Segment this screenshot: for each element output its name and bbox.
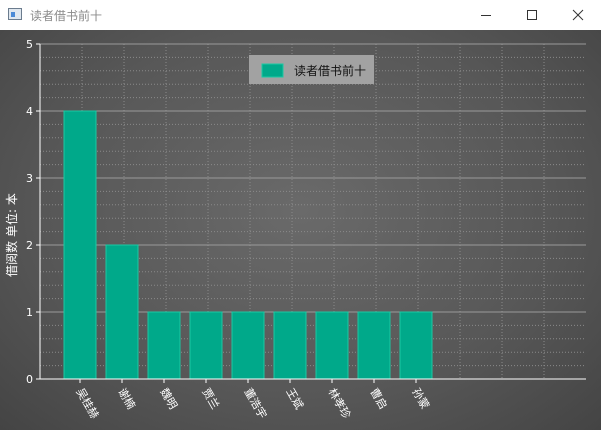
x-tick-label: 董浩宇	[241, 386, 269, 421]
bar[interactable]	[231, 311, 265, 380]
minimize-icon	[481, 15, 491, 16]
y-tick-label: 4	[26, 105, 33, 118]
maximize-button[interactable]	[509, 0, 555, 30]
bar[interactable]	[105, 244, 139, 380]
x-axis-labels: 吴桂赫 谢楠 魏明 贾兰 董浩宇 王斌 林孝珍 曹启 孙蒙	[73, 379, 432, 422]
x-tick-label: 谢楠	[115, 386, 138, 412]
bar-chart: 0 1 2 3 4 5 吴桂赫 谢楠 魏明 贾兰 董浩宇 王斌 林孝珍 曹启 孙蒙 借阅数 单位: 本 读…	[4, 38, 586, 422]
window-title: 读者借书前十	[30, 9, 103, 23]
x-tick-label: 王斌	[283, 386, 305, 412]
legend[interactable]: 读者借书前十	[249, 55, 374, 84]
close-icon	[572, 9, 584, 21]
minimize-button[interactable]	[463, 0, 509, 30]
bar[interactable]	[147, 311, 181, 380]
y-tick-label: 2	[26, 239, 33, 252]
x-tick-label: 孙蒙	[409, 386, 431, 412]
x-tick-label: 吴桂赫	[73, 386, 102, 422]
y-tick-label: 3	[26, 172, 33, 185]
x-tick-label: 曹启	[367, 386, 389, 412]
bar[interactable]	[399, 311, 433, 380]
x-tick-label: 林孝珍	[325, 386, 354, 422]
y-tick-label: 5	[26, 38, 33, 51]
y-axis-ticks: 0 1 2 3 4 5	[26, 38, 40, 386]
app-icon	[8, 8, 22, 20]
bar[interactable]	[315, 311, 349, 380]
y-tick-label: 0	[26, 373, 33, 386]
legend-label: 读者借书前十	[294, 63, 366, 78]
bar[interactable]	[189, 311, 223, 380]
chart-view: 0 1 2 3 4 5 吴桂赫 谢楠 魏明 贾兰 董浩宇 王斌 林孝珍 曹启 孙蒙 借阅数 单位: 本 读…	[0, 30, 601, 430]
y-tick-label: 1	[26, 306, 33, 319]
maximize-icon	[527, 10, 537, 20]
legend-swatch	[261, 63, 284, 78]
bar[interactable]	[273, 311, 307, 380]
close-button[interactable]	[555, 0, 601, 30]
x-tick-label: 魏明	[157, 386, 180, 412]
bar[interactable]	[357, 311, 391, 380]
y-axis-title: 借阅数 单位: 本	[4, 193, 19, 277]
x-tick-label: 贾兰	[199, 386, 221, 412]
bar[interactable]	[63, 110, 97, 380]
axes	[39, 44, 586, 380]
title-bar[interactable]: 读者借书前十	[0, 0, 601, 31]
